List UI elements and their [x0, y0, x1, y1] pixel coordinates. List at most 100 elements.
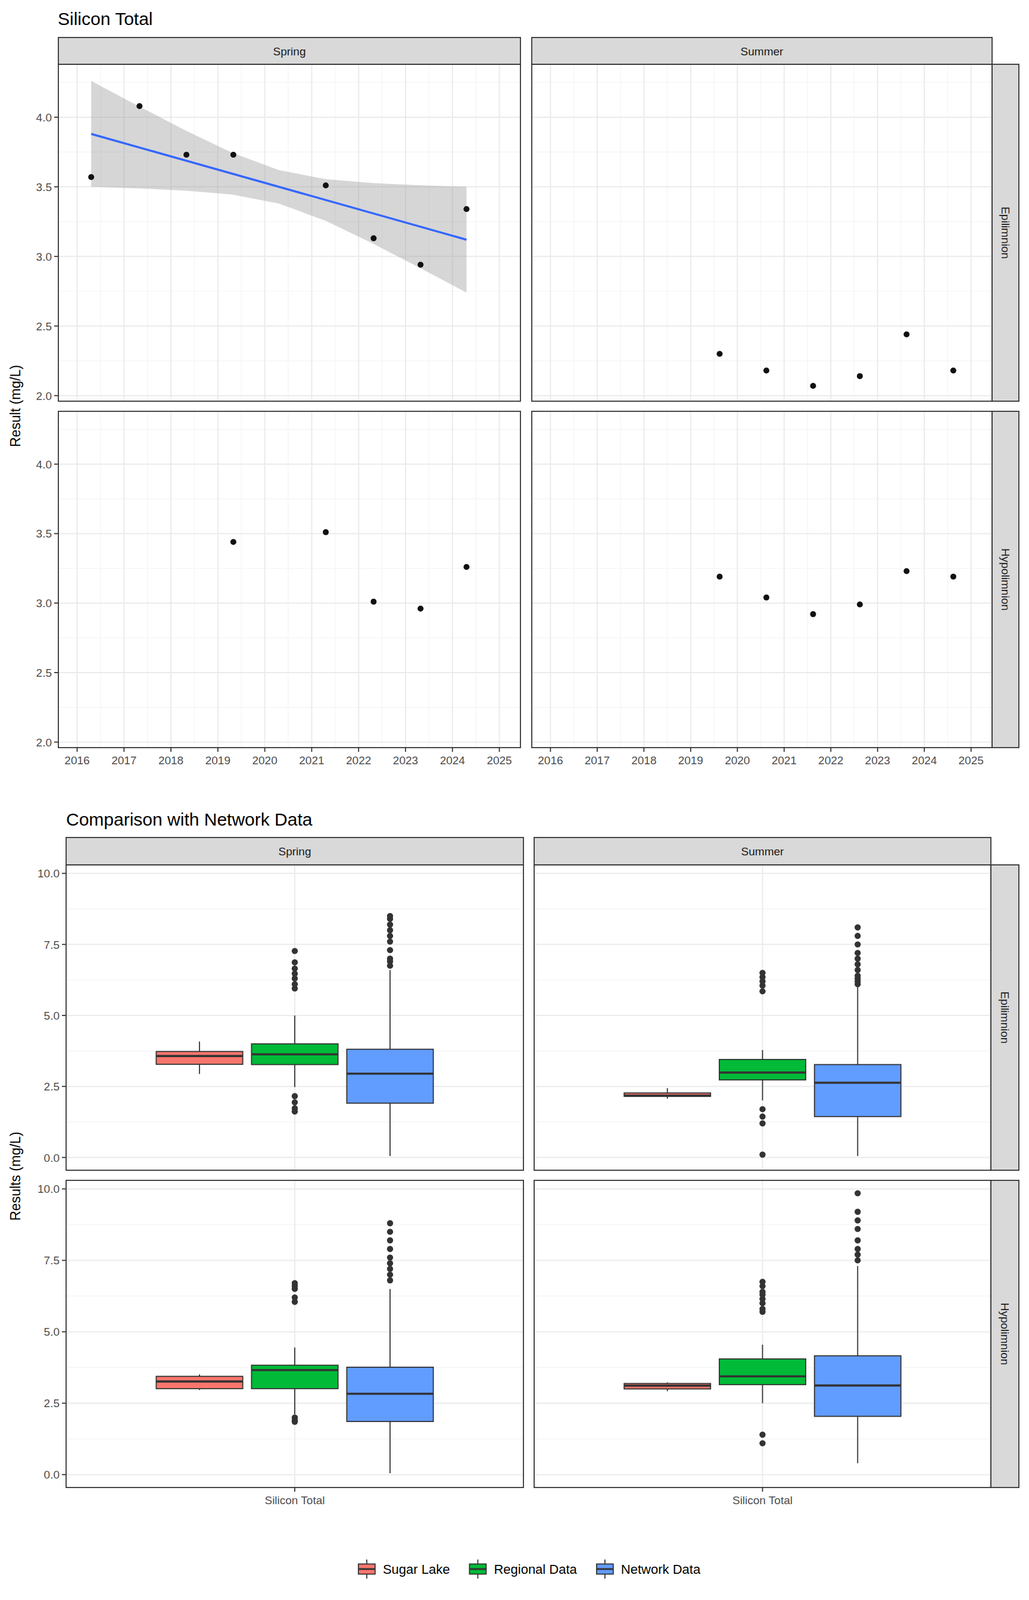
outlier [759, 1289, 766, 1296]
box [814, 1356, 901, 1418]
panel-border [66, 865, 524, 1171]
tick [54, 602, 59, 604]
grid-line [76, 411, 79, 748]
whisker [856, 1416, 859, 1464]
minor-grid [620, 411, 622, 748]
tick-label: 3.0 [36, 597, 52, 610]
median [814, 1385, 901, 1388]
y-axis-title: Result (mg/L) [7, 365, 24, 448]
minor-grid [531, 568, 993, 569]
outlier [387, 1254, 394, 1261]
whisker [389, 1103, 391, 1157]
legend-key-median [596, 1569, 614, 1571]
panel-border [531, 64, 993, 402]
point [463, 206, 470, 212]
tick-label: 5.0 [44, 1326, 60, 1339]
minor-grid [573, 64, 575, 402]
tick [61, 872, 67, 875]
minor-grid [58, 82, 521, 83]
whisker [389, 1289, 391, 1368]
marks [88, 80, 470, 293]
tick-label: 2.5 [44, 1397, 60, 1411]
minor-grid [620, 64, 622, 402]
grid-line [264, 411, 266, 748]
grid-line [877, 64, 879, 402]
marks [156, 1220, 433, 1474]
minor-grid [287, 411, 289, 748]
grid-line [531, 256, 993, 258]
legend-key [358, 1564, 376, 1576]
point [183, 151, 190, 158]
grid-line [783, 64, 785, 402]
point [88, 173, 95, 180]
trend-line [91, 133, 467, 240]
grid-line [217, 411, 219, 748]
grid-line [923, 64, 925, 402]
tick-label: 2019 [205, 754, 231, 767]
outlier [854, 1246, 861, 1253]
legend: Sugar LakeRegional DataNetwork Data [358, 1560, 701, 1580]
whisker [856, 1266, 859, 1357]
grid-line [596, 411, 598, 748]
outlier [854, 961, 861, 968]
point [856, 373, 863, 380]
panel: 2016201720182019202020212022202320242025 [531, 411, 993, 767]
grid-line [830, 411, 832, 748]
tick [499, 747, 501, 753]
median [346, 1393, 433, 1396]
whisker [762, 1345, 764, 1360]
tick-label: 0.0 [44, 1152, 60, 1165]
point [322, 182, 329, 189]
tick [311, 747, 313, 753]
grid-line [310, 64, 313, 402]
panel-background [531, 64, 993, 402]
grid [58, 64, 521, 402]
point [809, 382, 816, 389]
tick [549, 747, 551, 753]
tick-label: 2.0 [36, 390, 52, 403]
grid-line [534, 1015, 991, 1017]
tick [404, 747, 407, 753]
tick-label: 3.5 [36, 527, 52, 541]
outlier [759, 1114, 766, 1121]
panel [531, 64, 993, 402]
outlier [854, 941, 861, 948]
point [322, 529, 329, 536]
panel-border [534, 1180, 991, 1489]
tick-label: 2.5 [44, 1080, 60, 1094]
whisker [856, 987, 859, 1065]
grid-line [264, 64, 266, 402]
outlier [387, 913, 394, 920]
tick [783, 747, 785, 753]
tick-label: 2023 [865, 754, 891, 767]
marks [716, 331, 956, 390]
tick-label: 2017 [111, 754, 137, 767]
point [716, 350, 723, 357]
box [251, 1366, 338, 1390]
minor-grid [531, 221, 993, 223]
whisker [666, 1088, 669, 1094]
strip-label: Hypolimnion [999, 548, 1012, 611]
marks [716, 568, 956, 617]
tick-label: 5.0 [44, 1009, 60, 1023]
background [0, 0, 1029, 1600]
grid-line [66, 1188, 524, 1190]
minor-grid [947, 411, 949, 748]
tick [54, 256, 59, 258]
tick [54, 533, 59, 535]
strip [992, 64, 1019, 402]
median [624, 1095, 711, 1098]
tick [54, 395, 59, 397]
grid-line [970, 411, 972, 748]
tick-label: 2.0 [36, 736, 52, 750]
grid-line [534, 1331, 991, 1333]
minor-grid [947, 64, 949, 402]
strip [531, 37, 993, 65]
minor-grid [147, 411, 148, 748]
outlier [759, 1106, 766, 1113]
outlier [759, 970, 766, 977]
outlier [291, 959, 298, 966]
tick-label: 2018 [631, 754, 657, 767]
grid-line [534, 872, 991, 875]
whisker [198, 1064, 201, 1075]
